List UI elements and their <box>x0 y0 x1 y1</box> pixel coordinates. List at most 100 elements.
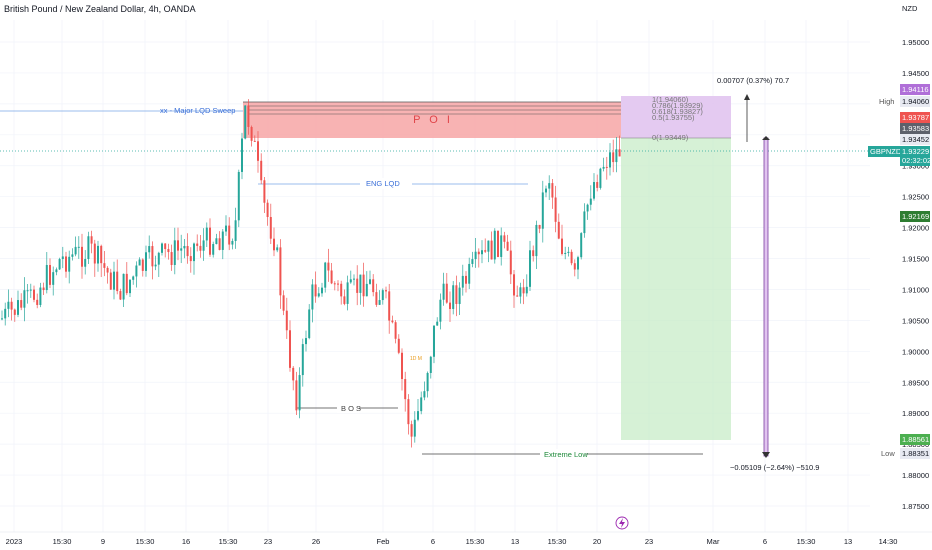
candle-body <box>180 248 183 251</box>
candle-body <box>605 166 608 168</box>
candle-body <box>45 264 48 291</box>
price-tick-label: 1.92000 <box>902 224 929 233</box>
candle-body <box>391 320 394 323</box>
poi-zone[interactable] <box>243 102 621 138</box>
candle-body <box>541 192 544 229</box>
measure-up-label: 0.00707 (0.37%) 70.7 <box>717 76 789 85</box>
target-zone[interactable] <box>621 138 731 440</box>
candle-body <box>394 322 397 339</box>
measure-down-label: −0.05109 (−2.64%) −510.9 <box>730 463 819 472</box>
time-tick-label: 20 <box>593 537 601 546</box>
candle-body <box>170 252 173 265</box>
candle-body <box>234 220 237 241</box>
candle-body <box>1 318 3 320</box>
candle-body <box>39 287 42 305</box>
measure-top-mark <box>762 136 770 140</box>
candle-body <box>509 250 512 275</box>
candle-body <box>13 309 16 315</box>
candle-body <box>269 216 272 239</box>
candle-body <box>228 225 231 245</box>
candle-body <box>202 240 205 251</box>
candle-body <box>52 272 55 285</box>
time-tick-label: 16 <box>182 537 190 546</box>
candle-body <box>145 252 147 271</box>
candle-body <box>497 230 499 257</box>
candle-body <box>330 270 333 284</box>
candle-body <box>513 274 515 296</box>
price-tick-label: 1.94500 <box>902 69 929 78</box>
candle-body <box>212 244 215 255</box>
stop-zone[interactable] <box>621 96 731 138</box>
candle-body <box>461 275 464 288</box>
svg-text:1.93787: 1.93787 <box>902 113 929 122</box>
badge-gray2: 1.93452 <box>900 134 930 145</box>
svg-text:1.88351: 1.88351 <box>902 449 929 458</box>
svg-text:1.88561: 1.88561 <box>902 435 929 444</box>
time-tick-label: 13 <box>511 537 519 546</box>
candle-body <box>84 259 87 267</box>
candle-body <box>33 289 35 300</box>
candle-body <box>61 256 64 260</box>
candle-body <box>301 344 304 376</box>
candle-body <box>125 273 128 294</box>
time-tick-label: 15:30 <box>136 537 155 546</box>
candle-body <box>193 243 195 262</box>
candle-body <box>359 274 362 293</box>
candle-body <box>593 182 595 199</box>
candle-body <box>106 267 109 273</box>
candle-body <box>570 251 573 264</box>
candle-body <box>353 278 355 280</box>
candle-body <box>506 241 509 251</box>
candle-body <box>561 238 563 254</box>
candle-body <box>148 246 151 253</box>
candle-body <box>215 238 218 245</box>
candle-body <box>503 235 506 242</box>
time-tick-label: 6 <box>431 537 435 546</box>
badge-green-low: 1.88561 <box>900 434 930 445</box>
badge-green-mid: 1.92169 <box>900 211 930 222</box>
candle-body <box>365 283 368 297</box>
candle-body <box>23 290 26 308</box>
measure-down-bar[interactable] <box>763 137 769 457</box>
candle-body <box>327 262 330 271</box>
time-tick-label: 14:30 <box>879 537 898 546</box>
candle-body <box>535 224 538 257</box>
candle-body <box>433 325 435 357</box>
candle-body <box>410 424 413 437</box>
fib-level-786: 0.786(1.93929) <box>652 101 703 110</box>
candle-body <box>477 251 480 255</box>
time-tick-label: 23 <box>264 537 272 546</box>
candle-body <box>484 250 487 252</box>
candle-body <box>573 263 576 270</box>
candle-body <box>55 269 58 273</box>
candle-body <box>237 171 240 221</box>
candle-body <box>321 287 323 294</box>
badge-low: Low 1.88351 <box>872 448 930 459</box>
candle-body <box>612 152 615 163</box>
svg-text:1.93583: 1.93583 <box>902 124 929 133</box>
lightning-icon[interactable] <box>615 516 629 530</box>
time-tick-label: 15:30 <box>53 537 72 546</box>
candle-body <box>225 225 227 232</box>
candle-body <box>548 183 551 189</box>
candle-body <box>266 202 269 217</box>
candle-body <box>349 279 352 283</box>
time-axis[interactable]: 2023 15:30 9 15:30 16 15:30 23 26 Feb 6 15:30 13 15:… <box>6 537 898 546</box>
candle-body <box>103 263 106 268</box>
svg-text:GBPNZD: GBPNZD <box>870 147 902 156</box>
candle-body <box>119 291 122 300</box>
candle-body <box>87 236 90 260</box>
candle-body <box>423 391 426 398</box>
candle-body <box>247 105 250 127</box>
candle-body <box>362 274 365 297</box>
candle-body <box>7 301 10 309</box>
candle-body <box>599 168 602 188</box>
candle-body <box>404 379 407 400</box>
price-tick-label: 1.91000 <box>902 285 929 294</box>
candle-body <box>289 330 291 368</box>
candle-body <box>141 259 144 271</box>
candle-body <box>10 301 13 310</box>
candle-body <box>429 356 432 373</box>
svg-text:High: High <box>879 97 894 106</box>
